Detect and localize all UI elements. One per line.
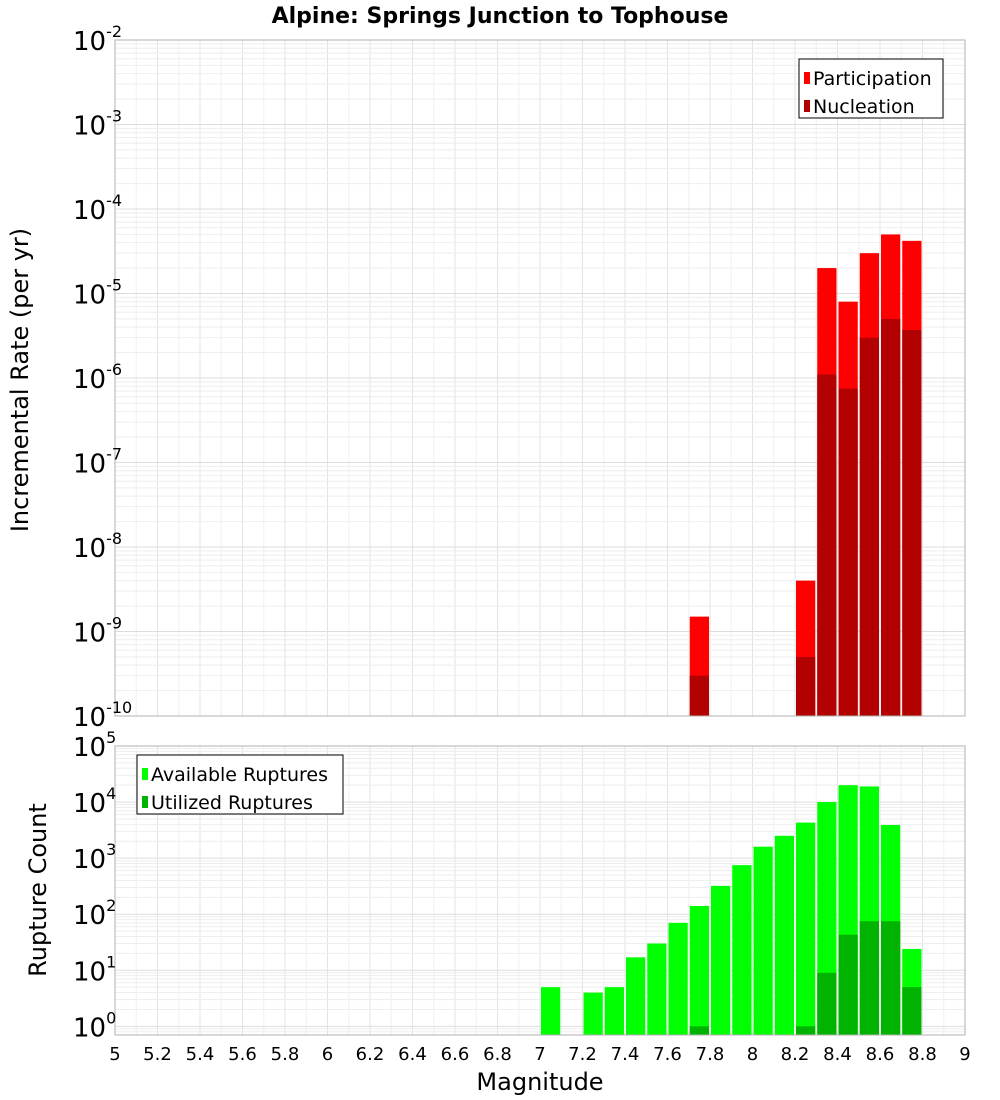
plot-frame [114, 745, 966, 1036]
bar [796, 1026, 816, 1035]
bar [796, 822, 816, 1035]
series-2-bars [689, 921, 922, 1035]
bar [838, 934, 858, 1035]
y-tick-label: 104 [73, 784, 116, 819]
legend-box [136, 754, 344, 815]
bar [902, 329, 922, 716]
bar [859, 921, 879, 1035]
x-tick-label: 6.4 [398, 1044, 427, 1065]
x-tick-label: 6 [322, 1044, 333, 1065]
y-tick-label: 103 [73, 840, 116, 875]
bar [711, 885, 731, 1035]
x-tick-label: 7 [534, 1044, 545, 1065]
rupture-count-panel: 100 101 102 103 104 105 Available Ruptures Util… [73, 728, 971, 1065]
chart-title: Alpine: Springs Junction to Tophouse [272, 4, 729, 29]
legend-label: Utilized Ruptures [151, 792, 313, 814]
y-tick-label: 10-5 [73, 276, 122, 311]
x-tick-label: 7.4 [611, 1044, 640, 1065]
legend-swatch [804, 72, 810, 84]
plot-frame [114, 39, 966, 717]
bar [647, 943, 667, 1035]
x-tick-label: 5.2 [143, 1044, 172, 1065]
grid [114, 40, 966, 717]
bar [668, 922, 688, 1035]
legend: Available Ruptures Utilized Ruptures [136, 754, 344, 815]
bar [689, 1026, 709, 1035]
x-tick-label: 5.6 [228, 1044, 257, 1065]
x-tick-label: 8.4 [823, 1044, 852, 1065]
x-axis-label: Magnitude [476, 1068, 603, 1096]
x-tick-label: 5.4 [186, 1044, 215, 1065]
x-tick-label: 8.2 [781, 1044, 810, 1065]
bar [902, 987, 922, 1035]
y-tick-label: 10-8 [73, 529, 122, 564]
bar [817, 374, 837, 716]
legend-swatch [804, 100, 810, 112]
bar [583, 992, 603, 1035]
bar [838, 388, 858, 716]
bar [881, 921, 901, 1035]
x-tick-labels: 5 5.2 5.4 5.6 5.8 6 6.2 6.4 6.6 6.8 7 7.2 7.4 7.6 7.8 8… [109, 1044, 970, 1065]
x-tick-label: 7.6 [653, 1044, 682, 1065]
bar [689, 675, 709, 716]
x-tick-label: 6.8 [483, 1044, 512, 1065]
y-tick-label: 101 [73, 952, 116, 987]
y-tick-label: 10-9 [73, 614, 122, 649]
y-tick-label: 10-10 [73, 698, 132, 733]
bar [626, 957, 646, 1035]
bar [732, 865, 752, 1035]
bar [541, 987, 561, 1035]
x-tick-label: 5 [109, 1044, 120, 1065]
y-tick-label: 105 [73, 728, 116, 763]
bar [689, 905, 709, 1035]
bar [859, 337, 879, 716]
legend-label: Nucleation [813, 96, 915, 118]
x-tick-label: 8.6 [866, 1044, 895, 1065]
bar [881, 318, 901, 716]
bottom-y-axis-label: Rupture Count [24, 803, 52, 977]
legend-box [798, 58, 944, 119]
series-2-bars [689, 318, 922, 716]
y-tick-label: 10-6 [73, 360, 122, 395]
y-tick-label: 10-3 [73, 107, 122, 142]
bar [604, 987, 624, 1035]
bar [796, 656, 816, 716]
x-tick-label: 6.2 [356, 1044, 385, 1065]
legend-swatch [142, 796, 148, 808]
legend-swatch [142, 768, 148, 780]
top-y-axis-label: Incremental Rate (per yr) [6, 228, 34, 532]
y-tick-label: 100 [73, 1008, 116, 1043]
legend-label: Participation [813, 68, 932, 90]
legend-label: Available Ruptures [151, 764, 328, 786]
y-tick-labels: 10-10 10-9 10-8 10-7 10-6 10-5 10-4 10-3 10-2 [73, 22, 132, 733]
x-tick-label: 5.8 [271, 1044, 300, 1065]
x-tick-label: 7.8 [696, 1044, 725, 1065]
y-tick-label: 102 [73, 896, 116, 931]
bar [753, 846, 773, 1035]
incremental-rate-panel: 10-10 10-9 10-8 10-7 10-6 10-5 10-4 10-3 10-2 Par… [73, 22, 966, 733]
y-tick-label: 10-7 [73, 445, 122, 480]
x-tick-label: 6.6 [441, 1044, 470, 1065]
x-tick-label: 8 [747, 1044, 758, 1065]
bar [817, 972, 837, 1035]
y-tick-label: 10-2 [73, 22, 122, 57]
x-tick-label: 7.2 [568, 1044, 597, 1065]
x-tick-label: 8.8 [908, 1044, 937, 1065]
y-tick-labels: 100 101 102 103 104 105 [73, 728, 116, 1043]
bar [774, 835, 794, 1035]
y-tick-label: 10-4 [73, 191, 122, 226]
x-tick-label: 9 [959, 1044, 970, 1065]
legend: Participation Nucleation [798, 58, 944, 119]
